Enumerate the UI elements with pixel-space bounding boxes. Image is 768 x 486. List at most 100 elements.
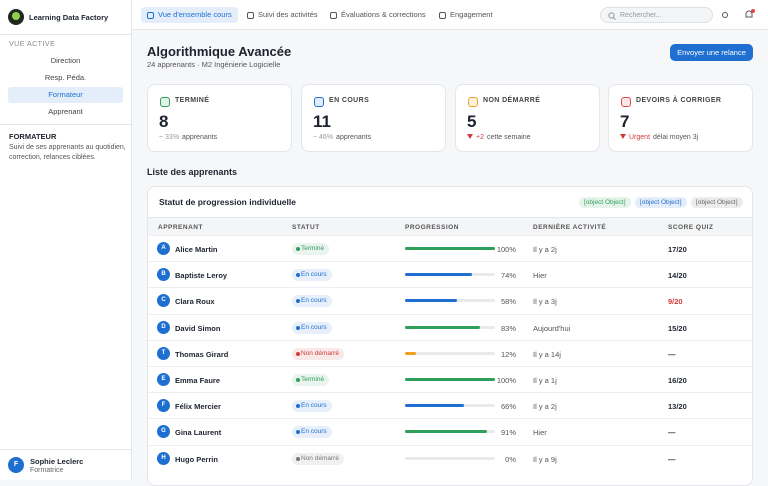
status-text: Non démarré: [301, 455, 339, 462]
kpi-note-text: délai moyen 3j: [653, 134, 698, 141]
table-row[interactable]: TThomas GirardNon démarré12%Il y a 14j—: [148, 340, 753, 366]
quiz-score: 14/20: [668, 271, 687, 280]
last-activity: Hier: [533, 428, 547, 437]
search[interactable]: Rechercher...: [600, 7, 713, 23]
avatar: B: [157, 268, 170, 281]
table-row[interactable]: EEmma FaureTerminé100%Il y a 1j16/20: [148, 366, 753, 392]
progress-label: 74%: [478, 271, 516, 280]
status-dot: [296, 404, 300, 408]
nav-item[interactable]: Formateur: [8, 87, 123, 103]
quiz-score: —: [668, 455, 676, 464]
section-label: VUE ACTIVE: [9, 41, 55, 48]
last-activity: Il y a 3j: [533, 297, 557, 306]
last-activity: Il y a 1j: [533, 376, 557, 385]
table-header: APPRENANTSTATUTPROGRESSIONDERNIÈRE ACTIV…: [148, 217, 753, 235]
last-activity: Il y a 14j: [533, 350, 561, 359]
column-header: PROGRESSION: [405, 224, 459, 231]
status-badge: Terminé: [292, 243, 329, 255]
kpi-note: Urgentdélai moyen 3j: [620, 134, 698, 141]
status-badge: En cours: [292, 295, 332, 307]
kpi-note: +2cette semaine: [467, 134, 531, 141]
notifications[interactable]: [743, 9, 755, 21]
tab[interactable]: Suivi des activités: [241, 7, 324, 23]
summary-badge: [object Object]: [579, 197, 631, 208]
avatar: C: [157, 294, 170, 307]
quiz-score: 13/20: [668, 402, 687, 411]
nav-item[interactable]: Resp. Péda.: [8, 70, 123, 86]
table-row[interactable]: BBaptiste LeroyEn cours74%Hier14/20: [148, 261, 753, 287]
status-badge: En cours: [292, 269, 332, 281]
kpi-label: EN COURS: [329, 97, 369, 104]
tab[interactable]: Évaluations & corrections: [324, 7, 432, 23]
column-header: DERNIÈRE ACTIVITÉ: [533, 224, 606, 231]
status-dot: [296, 457, 300, 461]
status-text: En cours: [301, 428, 327, 435]
status-dot: [296, 299, 300, 303]
last-activity: Hier: [533, 271, 547, 280]
tab-icon: [439, 12, 446, 19]
table-row[interactable]: FFélix MercierEn cours66%Il y a 2j13/20: [148, 392, 753, 418]
tab[interactable]: Engagement: [433, 7, 499, 23]
progress-label: 66%: [478, 402, 516, 411]
kpi-card: EN COURS 11 ~ 46%apprenants: [301, 84, 446, 152]
progress-bar: [405, 352, 416, 355]
progress-bar: [405, 430, 487, 433]
table-row[interactable]: GGina LaurentEn cours91%Hier—: [148, 418, 753, 444]
avatar: T: [157, 347, 170, 360]
kpi-icon: [160, 97, 170, 107]
status-badge: Non démarré: [292, 348, 344, 360]
progress-bar: [405, 273, 472, 276]
status-dot: [296, 352, 300, 356]
kpi-label: TERMINÉ: [175, 97, 209, 104]
progress-label: 91%: [478, 428, 516, 437]
summary-badge: [object Object]: [691, 197, 743, 208]
kpi-value: 11: [313, 112, 331, 132]
table-row[interactable]: HHugo PerrinNon démarré0%Il y a 9j—: [148, 445, 753, 471]
last-activity: Il y a 2j: [533, 245, 557, 254]
role-description: Suivi de ses apprenants au quotidien, co…: [9, 143, 127, 163]
table-row[interactable]: DDavid SimonEn cours83%Aujourd'hui15/20: [148, 314, 753, 340]
progress-bar: [405, 326, 480, 329]
kpi-card: NON DÉMARRÉ5+2cette semaine: [455, 84, 600, 152]
kpi-note-emphasis: Urgent: [629, 134, 650, 141]
learner-name: Alice Martin: [175, 245, 218, 254]
nav-item[interactable]: Direction: [8, 53, 123, 69]
avatar: D: [157, 321, 170, 334]
nav-item[interactable]: Apprenant: [8, 104, 123, 120]
theme-toggle[interactable]: [720, 10, 730, 20]
status-text: En cours: [301, 402, 327, 409]
user-avatar: F: [8, 457, 24, 473]
last-activity: Aujourd'hui: [533, 324, 570, 333]
kpi-icon: [621, 97, 631, 107]
table-row[interactable]: AAlice MartinTerminé100%Il y a 2j17/20: [148, 235, 753, 261]
table-row[interactable]: CClara RouxEn cours58%Il y a 3j9/20: [148, 287, 753, 313]
action-button[interactable]: Envoyer une relance: [670, 44, 753, 61]
status-badge: En cours: [292, 322, 332, 334]
avatar: A: [157, 242, 170, 255]
avatar: E: [157, 373, 170, 386]
status-text: Non démarré: [301, 350, 339, 357]
kpi-note-text: cette semaine: [487, 134, 531, 141]
progress-label: 0%: [478, 455, 516, 464]
kpi-note: ~ 46%apprenants: [313, 134, 371, 141]
status-text: En cours: [301, 324, 327, 331]
kpi-note: ~ 33%apprenants: [159, 134, 217, 141]
learner-name: Thomas Girard: [175, 350, 228, 359]
avatar: F: [157, 399, 170, 412]
learner-name: David Simon: [175, 324, 220, 333]
column-header: APPRENANT: [158, 224, 203, 231]
status-dot: [296, 326, 300, 330]
tab[interactable]: Vue d'ensemble cours: [141, 7, 238, 23]
status-dot: [296, 378, 300, 382]
kpi-note-emphasis: +2: [476, 134, 484, 141]
user-name: Sophie Leclerc: [30, 457, 83, 466]
last-activity: Il y a 9j: [533, 455, 557, 464]
kpi-icon: [314, 97, 324, 107]
progress-label: 83%: [478, 324, 516, 333]
status-dot: [296, 430, 300, 434]
status-text: Terminé: [301, 245, 324, 252]
progress-label: 100%: [478, 376, 516, 385]
status-dot: [296, 247, 300, 251]
